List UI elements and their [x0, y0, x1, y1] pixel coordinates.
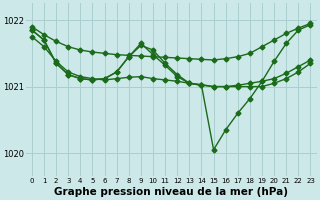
X-axis label: Graphe pression niveau de la mer (hPa): Graphe pression niveau de la mer (hPa) — [54, 187, 288, 197]
